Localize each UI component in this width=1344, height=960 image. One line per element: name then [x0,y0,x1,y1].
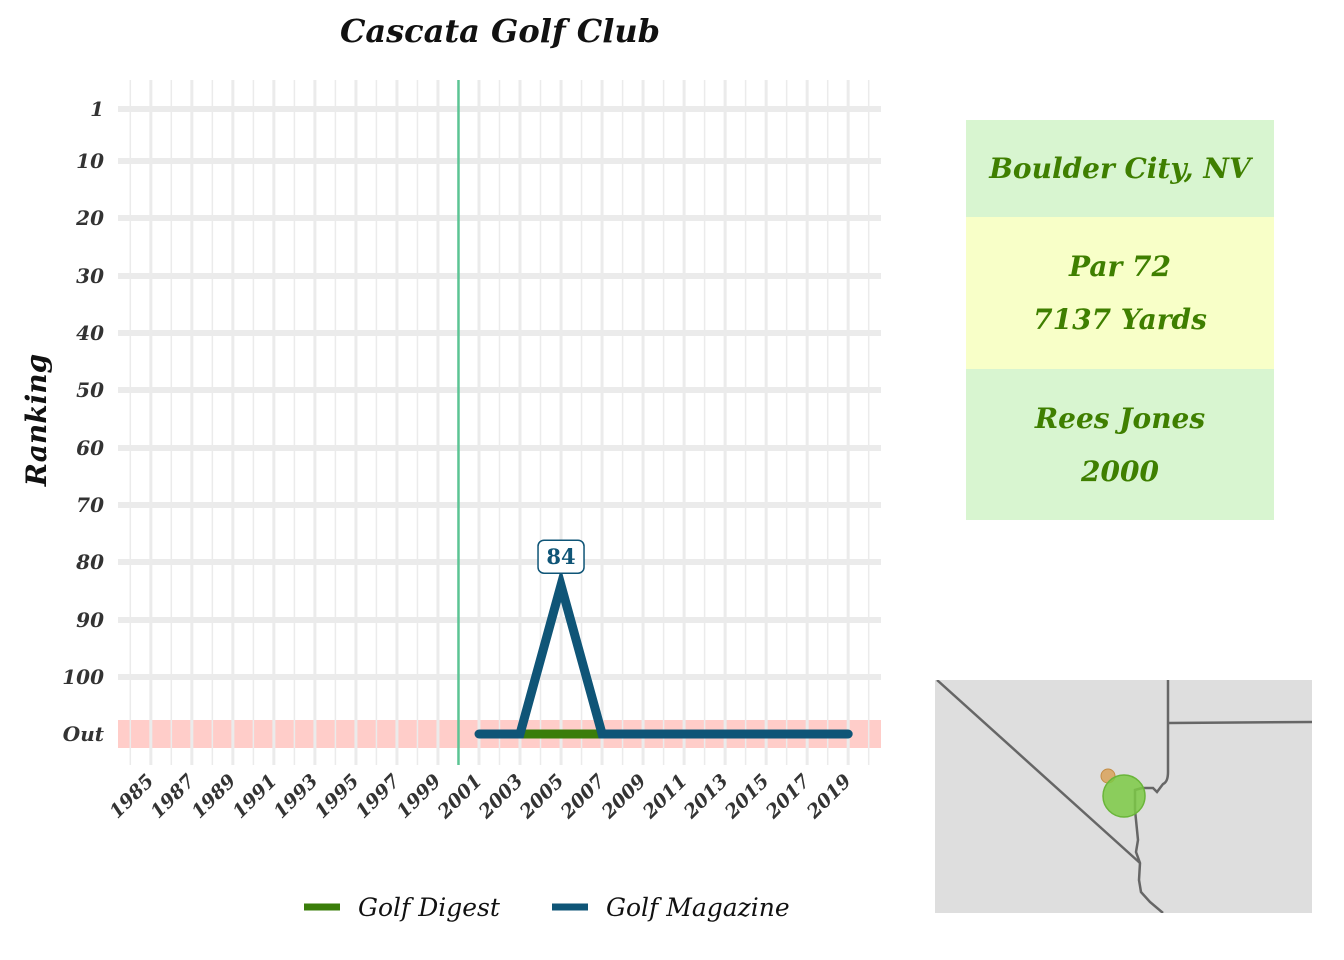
chart-title: Cascata Golf Club [340,12,660,50]
course-info-panel: Boulder City, NV Par 72 7137 Yards Rees … [966,120,1274,520]
data-label: 84 [546,544,575,569]
x-tick-label: 2019 [802,770,856,824]
x-tick-label: 2015 [720,770,774,824]
x-tick-label: 1987 [146,770,199,823]
y-tick-label: 10 [76,149,104,173]
y-axis-label: Ranking [20,354,53,487]
legend-label: Golf Magazine [606,893,790,922]
location-map [935,680,1312,913]
y-tick-label: 100 [62,665,104,689]
yards-text: 7137 Yards [1033,303,1207,336]
plot-area: 1102030405060708090100Out198519871989199… [62,80,881,824]
designer-text: Rees Jones [1034,401,1206,435]
x-tick-label: 2001 [433,770,487,824]
x-tick-label: 1985 [105,770,158,823]
location-text: Boulder City, NV [989,152,1251,185]
x-tick-label: 2017 [761,770,815,824]
state-border-ut-az [1168,720,1312,725]
y-tick-label: 50 [76,378,104,402]
x-tick-label: 1993 [269,770,322,823]
year-text: 2000 [1081,454,1159,488]
state-border-nv-az [1133,680,1170,913]
y-tick-label: 20 [75,206,104,230]
y-tick-label: 30 [76,264,104,288]
x-tick-label: 1989 [187,770,240,823]
x-tick-label: 2009 [597,770,651,824]
x-tick-label: 1995 [311,770,364,823]
y-tick-label: 40 [76,321,104,345]
state-border-ca-nv [936,680,1141,864]
x-tick-label: 2007 [556,770,610,824]
designer-box: Rees Jones 2000 [966,369,1274,520]
x-tick-label: 2003 [474,770,528,824]
par-text: Par 72 [1069,250,1171,283]
par-yards-box: Par 72 7137 Yards [966,217,1274,369]
x-tick-label: 2011 [638,770,692,824]
y-tick-label: Out [63,722,105,746]
y-tick-label: 80 [75,550,104,574]
data-label-box [537,539,585,574]
y-tick-label: 1 [90,97,104,121]
x-tick-label: 2013 [679,770,733,824]
y-tick-label: 60 [76,436,104,460]
y-tick-label: 70 [76,493,104,517]
x-tick-label: 1997 [352,770,405,823]
x-tick-label: 1999 [393,770,446,823]
y-tick-label: 90 [76,608,104,632]
location-box: Boulder City, NV [966,120,1274,217]
legend-label: Golf Digest [358,893,501,922]
x-tick-label: 1991 [228,770,281,823]
course-location-marker [1102,774,1146,818]
map-svg [936,680,1312,913]
series-line-golf-magazine [474,568,853,739]
x-tick-label: 2005 [515,770,569,824]
legend: Golf Digest Golf Magazine [304,893,790,922]
